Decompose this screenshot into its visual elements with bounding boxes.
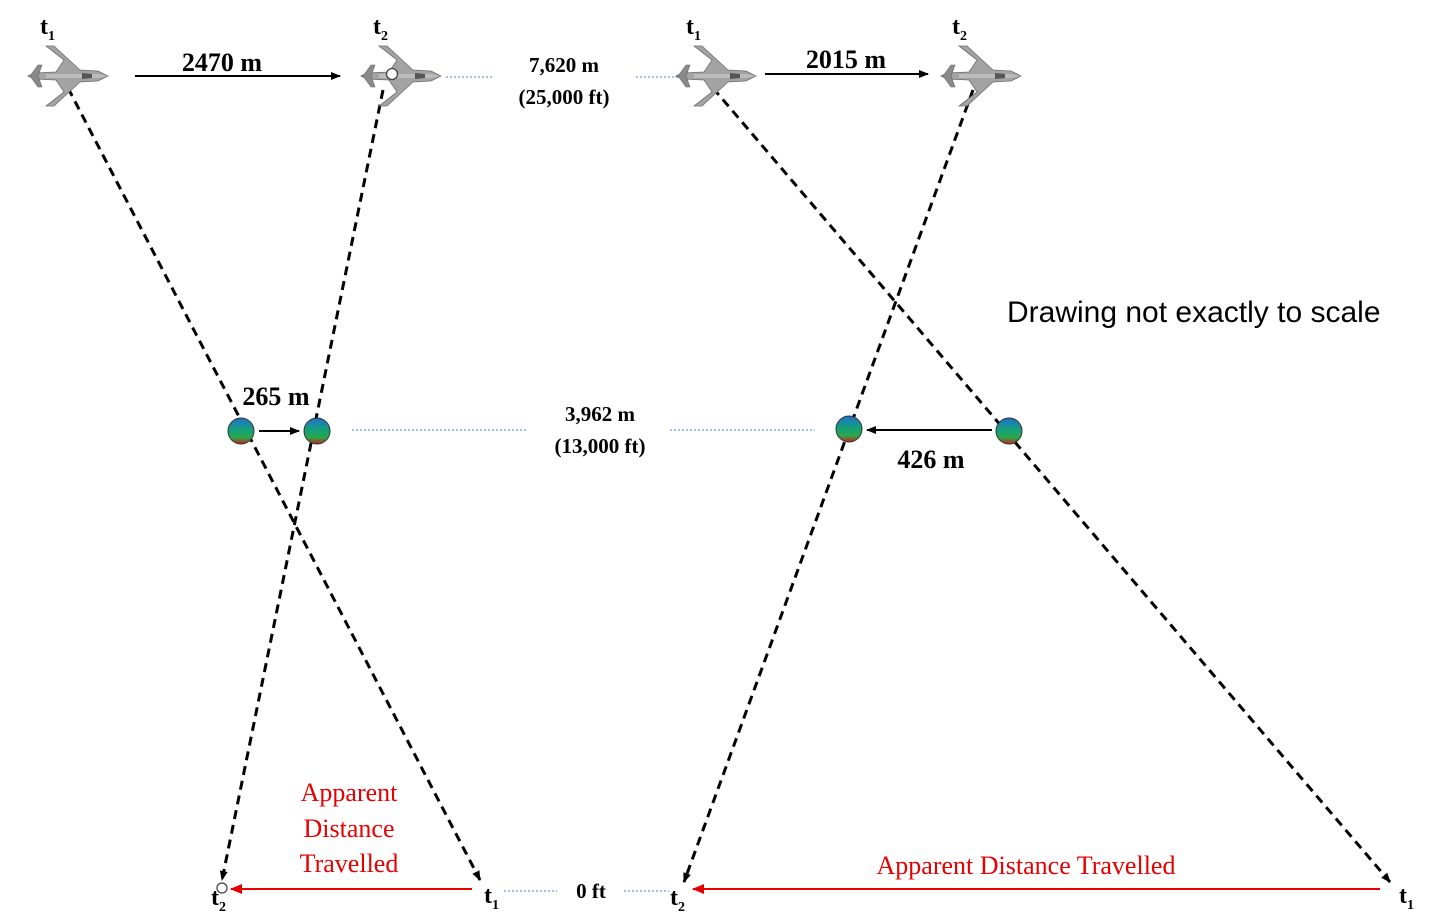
right-object-t2-icon: [836, 416, 862, 442]
right-apparent-label: Apparent Distance Travelled: [877, 851, 1176, 880]
object-altitude-m: 3,962 m: [565, 402, 636, 426]
left-apparent-label-line1: Apparent: [301, 778, 399, 807]
sight-lines: [68, 88, 1390, 882]
right-bottom-t1-label: t1: [1399, 883, 1414, 913]
right-top-t1-label: t1: [686, 14, 701, 44]
right-bottom-t2-label: t2: [670, 885, 685, 915]
aircraft-right-t2-icon: [941, 46, 1021, 106]
left-bottom-t1-label: t1: [484, 883, 499, 913]
right-sightline-t1: [713, 88, 1390, 882]
right-top-t2-label: t2: [952, 14, 967, 44]
aircraft-marker-icon: [387, 69, 398, 80]
aircraft-altitude-ft: (25,000 ft): [519, 85, 610, 109]
aircraft-altitude-m: 7,620 m: [529, 53, 600, 77]
left-object-t2-icon: [304, 418, 330, 444]
left-sightline-t2: [222, 90, 383, 880]
aircraft-left-t2-icon: [361, 46, 441, 106]
object-altitude-ft: (13,000 ft): [555, 434, 646, 458]
scale-note: Drawing not exactly to scale: [1007, 296, 1381, 329]
ground-altitude: 0 ft: [576, 879, 606, 903]
right-aircraft-distance: 2015 m: [806, 45, 887, 74]
left-object-distance: 265 m: [242, 382, 310, 411]
right-object-distance: 426 m: [897, 445, 965, 474]
aircraft-left-t1-icon: [28, 46, 108, 106]
right-object-t1-icon: [996, 418, 1022, 444]
aircraft-right-t1-icon: [676, 46, 756, 106]
left-apparent-label-line3: Travelled: [300, 849, 399, 878]
left-sightline-t1: [68, 88, 480, 880]
left-top-t2-label: t2: [373, 14, 388, 44]
left-object-t1-icon: [228, 418, 254, 444]
left-apparent-label-line2: Distance: [304, 814, 395, 843]
right-sightline-t2: [684, 90, 973, 882]
left-aircraft-distance: 2470 m: [182, 48, 263, 77]
left-top-t1-label: t1: [40, 14, 55, 44]
